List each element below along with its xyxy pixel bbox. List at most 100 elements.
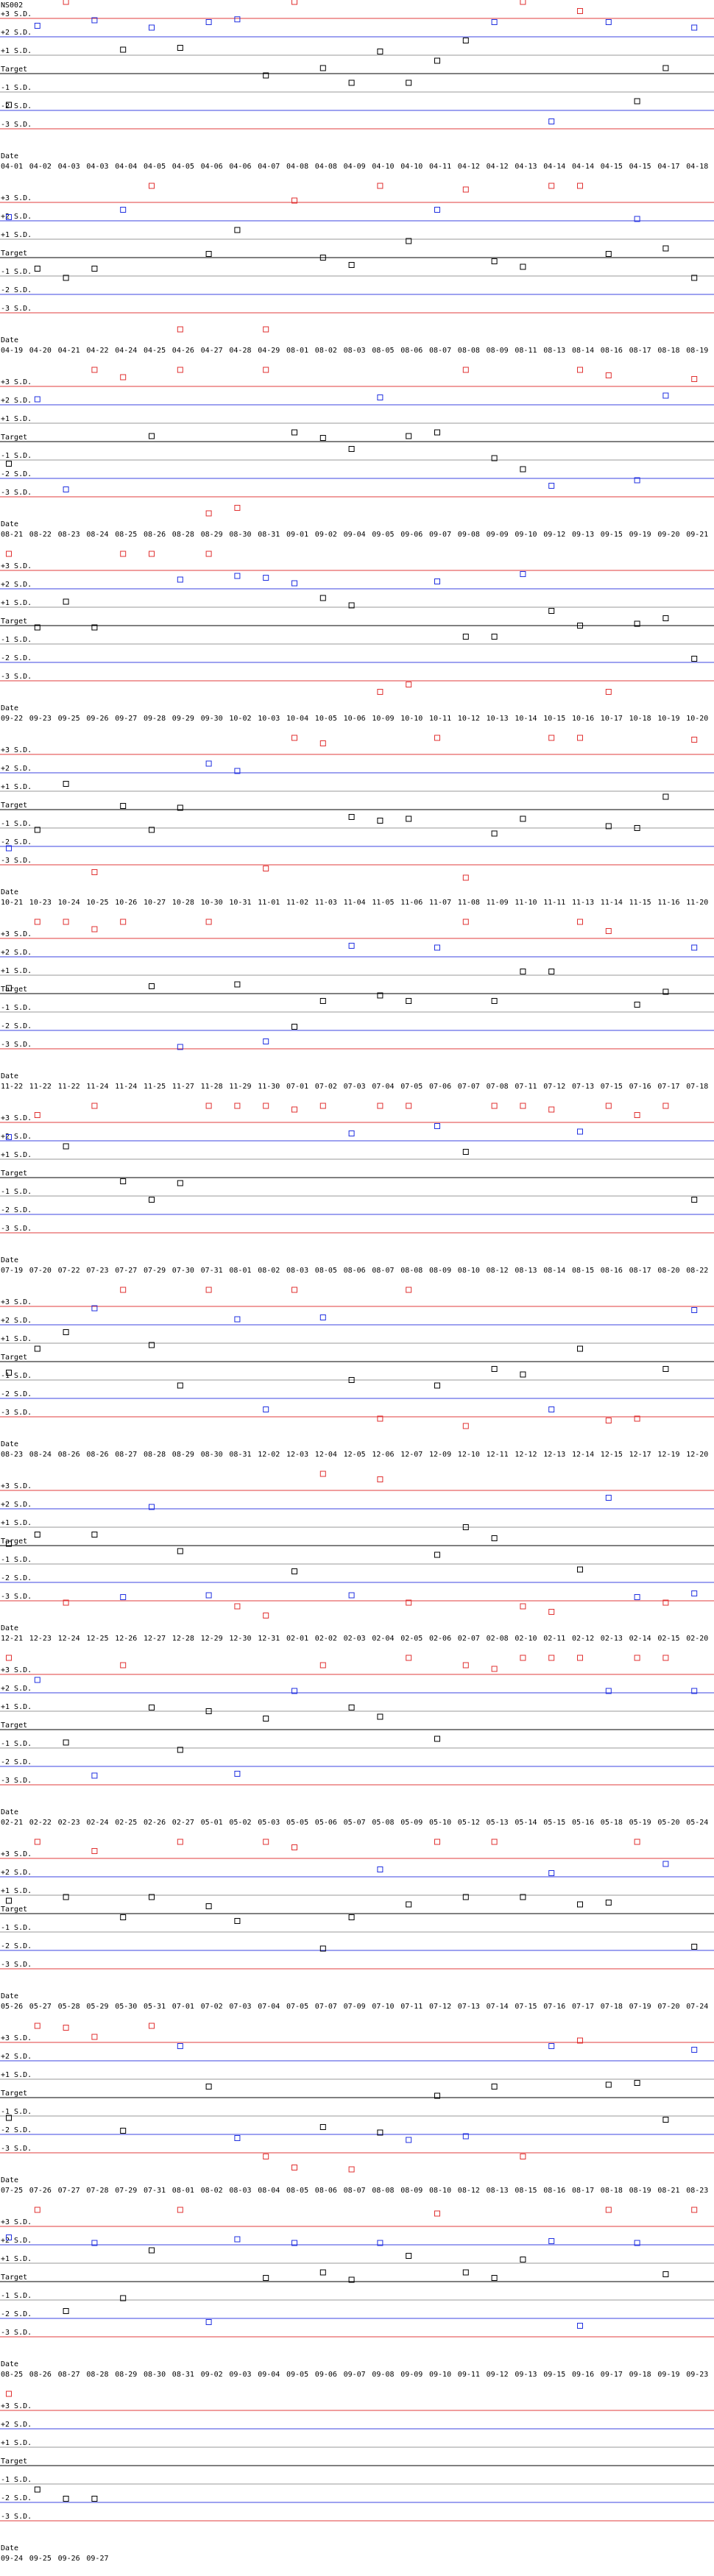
data-point: [520, 1371, 526, 1378]
x-tick-label: 04-15: [601, 163, 623, 171]
x-tick-label: 09-19: [629, 531, 651, 539]
data-point: [205, 2319, 212, 2325]
x-tick-label: 05-12: [458, 1819, 480, 1827]
x-tick-label: 04-18: [686, 163, 708, 171]
data-point: [319, 595, 326, 601]
x-tick-label: 08-04: [258, 2187, 280, 2195]
y-tick-label: Target: [1, 2090, 27, 2098]
x-tick-label: 07-22: [58, 1267, 80, 1275]
x-tick-label: 04-07: [258, 163, 280, 171]
data-point: [691, 944, 698, 951]
data-point: [348, 262, 355, 268]
data-point: [491, 998, 498, 1004]
y-tick-label: -3 S.D.: [1, 2145, 32, 2153]
data-point: [63, 275, 69, 281]
x-tick-label: 09-27: [115, 715, 137, 723]
data-point: [691, 1688, 698, 1694]
x-tick-label: 07-17: [572, 2003, 594, 2011]
data-point: [348, 814, 355, 820]
x-tick-label: 09-12: [487, 2371, 509, 2379]
x-tick-label: 07-12: [429, 2003, 451, 2011]
y-tick-label: -2 S.D.: [1, 654, 32, 662]
x-tick-label: 02-27: [172, 1819, 194, 1827]
data-point: [577, 2323, 583, 2329]
data-point: [548, 608, 555, 614]
x-tick-label: 07-31: [201, 1267, 223, 1275]
x-tick-label: 12-25: [86, 1635, 108, 1643]
data-point: [348, 943, 355, 949]
data-point: [63, 781, 69, 787]
y-tick-label: -3 S.D.: [1, 1961, 32, 1969]
x-tick-label: 08-09: [429, 1267, 451, 1275]
x-tick-label: 04-06: [229, 163, 251, 171]
data-point: [291, 1106, 297, 1113]
x-tick-label: 08-26: [144, 531, 166, 539]
y-tick-label: -3 S.D.: [1, 489, 32, 497]
y-tick-label: +1 S.D.: [1, 967, 32, 975]
x-tick-label: 09-09: [400, 2371, 423, 2379]
data-point: [91, 2496, 98, 2502]
y-tick-label: Target: [1, 1538, 27, 1546]
y-tick-label: -1 S.D.: [1, 820, 32, 828]
y-tick-label: Target: [1, 66, 27, 74]
data-point: [34, 1677, 40, 1683]
data-point: [434, 429, 440, 436]
x-tick-label: 07-16: [629, 1083, 651, 1091]
data-point: [691, 656, 698, 662]
x-tick-label: 04-20: [29, 347, 52, 355]
data-point: [605, 251, 612, 257]
y-tick-label: +1 S.D.: [1, 1519, 32, 1527]
x-tick-label: 09-25: [29, 2555, 52, 2563]
x-tick-label: 04-12: [487, 163, 509, 171]
x-tick-label: 09-16: [572, 2371, 594, 2379]
data-point: [205, 760, 212, 767]
data-point: [63, 2025, 69, 2031]
x-tick-label: 05-05: [286, 1819, 308, 1827]
data-point: [63, 1599, 69, 1606]
x-tick-label: 12-15: [601, 1451, 623, 1459]
x-tick-label: 10-30: [201, 899, 223, 907]
chart-title: NS002: [1, 1, 23, 10]
data-point: [63, 1739, 69, 1746]
x-tick-label: 07-17: [657, 1083, 679, 1091]
x-tick-label: 04-26: [172, 347, 194, 355]
x-tick-label: 07-29: [115, 2187, 137, 2195]
data-point: [377, 1103, 383, 1109]
x-tick-label: 07-03: [229, 2003, 251, 2011]
data-point: [634, 1594, 640, 1600]
data-point: [234, 1771, 241, 1777]
x-tick-label: 08-08: [400, 1267, 423, 1275]
data-point: [63, 0, 69, 5]
data-point: [548, 1106, 555, 1113]
x-tick-label: 07-20: [29, 1267, 52, 1275]
data-point: [291, 0, 297, 5]
x-tick-label: 12-21: [1, 1635, 23, 1643]
data-point: [263, 1406, 269, 1412]
x-axis-label: Date: [1, 2360, 18, 2368]
data-point: [348, 602, 355, 609]
data-point: [91, 17, 98, 24]
x-tick-label: 07-05: [400, 1083, 423, 1091]
data-point: [406, 682, 412, 687]
data-point: [34, 2023, 40, 2029]
x-tick-label: 04-10: [400, 163, 423, 171]
data-point: [120, 551, 127, 557]
data-point: [319, 2124, 326, 2130]
y-tick-label: +3 S.D.: [1, 1850, 32, 1858]
y-tick-label: Target: [1, 2274, 27, 2282]
x-tick-label: 05-07: [344, 1819, 366, 1827]
x-tick-label: 12-10: [458, 1451, 480, 1459]
data-point: [6, 551, 12, 557]
x-tick-label: 12-11: [487, 1451, 509, 1459]
x-tick-label: 07-05: [286, 2003, 308, 2011]
data-point: [434, 578, 440, 584]
x-tick-label: 05-15: [543, 1819, 565, 1827]
x-tick-label: 07-03: [344, 1083, 366, 1091]
data-point: [6, 985, 12, 991]
x-tick-label: 04-08: [286, 163, 308, 171]
data-point: [605, 928, 612, 934]
x-tick-label: 11-08: [458, 899, 480, 907]
y-tick-label: +2 S.D.: [1, 2421, 32, 2429]
x-tick-label: 08-10: [458, 1267, 480, 1275]
data-point: [462, 2269, 469, 2276]
